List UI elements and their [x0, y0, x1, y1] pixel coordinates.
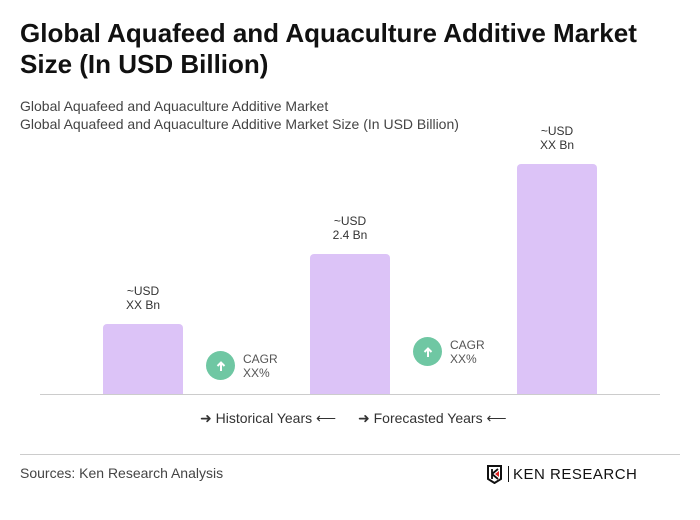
- cagr-annotation-2: CAGR XX%: [413, 337, 485, 366]
- data-label-3: ~USD XX Bn: [539, 124, 575, 152]
- arrow-up-icon: [206, 351, 235, 380]
- ken-research-logo: KEN RESEARCH: [486, 464, 637, 484]
- divider: [20, 454, 680, 455]
- arrow-left-icon: ⟵: [486, 410, 507, 426]
- arrow-right-icon: ➜: [200, 410, 212, 426]
- arrow-up-icon: [413, 337, 442, 366]
- subtitle: Global Aquafeed and Aquaculture Additive…: [20, 98, 329, 114]
- bar-3: [517, 164, 597, 394]
- bar-1: [103, 324, 183, 394]
- bar-2: [310, 254, 390, 394]
- logo-icon: [487, 465, 502, 484]
- arrow-left-icon: ⟵: [316, 410, 337, 426]
- sources: Sources: Ken Research Analysis: [20, 465, 224, 481]
- page-title: Global Aquafeed and Aquaculture Additive…: [20, 18, 637, 79]
- legend-forecasted: ➜ Forecasted Years ⟵: [358, 410, 507, 426]
- data-label-1: ~USD XX Bn: [125, 284, 161, 312]
- cagr-annotation-1: CAGR XX%: [206, 351, 278, 380]
- subtitle-2: Global Aquafeed and Aquaculture Additive…: [20, 116, 459, 132]
- x-axis: [40, 394, 660, 395]
- data-label-2: ~USD 2.4 Bn: [332, 214, 368, 242]
- arrow-right-icon: ➜: [358, 410, 370, 426]
- legend-historical: ➜ Historical Years ⟵: [200, 410, 337, 426]
